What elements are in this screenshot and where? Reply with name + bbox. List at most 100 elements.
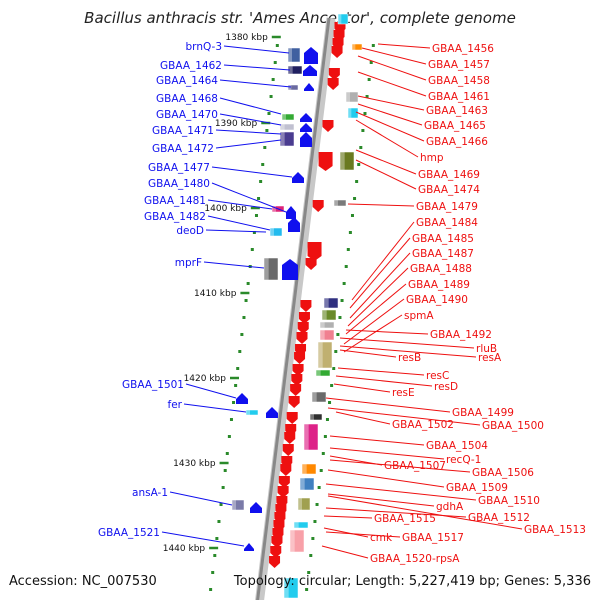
gene-leader-line <box>323 515 373 519</box>
gene-feature-shade <box>320 322 325 328</box>
gene-feature-shade <box>324 298 329 308</box>
minor-tick <box>367 78 371 81</box>
red-gene-arrow <box>278 476 290 488</box>
gene-feature-box <box>269 227 283 237</box>
red-gene-arrow <box>328 68 340 80</box>
gene-leader-line <box>347 203 415 207</box>
gene-label-gbaa-1457: GBAA_1457 <box>428 59 490 71</box>
blue-gene-arrow <box>300 113 312 122</box>
minor-tick <box>363 112 367 115</box>
minor-tick <box>357 163 361 166</box>
minor-tick <box>340 299 344 302</box>
gene-leader-line <box>207 199 273 210</box>
gene-leader-line <box>329 447 445 460</box>
minor-tick <box>244 299 248 302</box>
minor-tick <box>267 112 271 115</box>
minor-tick <box>353 197 357 200</box>
minor-tick <box>321 452 325 455</box>
minor-tick <box>211 571 215 574</box>
red-gene-arrow <box>307 242 322 261</box>
gene-label-gbaa-1490: GBAA_1490 <box>406 294 468 306</box>
minor-tick <box>257 197 261 200</box>
gene-leader-line <box>161 531 245 547</box>
minor-tick <box>261 163 265 166</box>
minor-tick <box>346 248 350 251</box>
minor-tick <box>359 146 363 149</box>
gene-leader-line <box>183 403 247 413</box>
gene-label-cmk: cmk <box>370 532 393 544</box>
minor-tick <box>319 469 323 472</box>
blue-gene-arrow <box>282 259 298 280</box>
gene-leader-line <box>219 79 292 88</box>
gene-feature-box <box>321 309 337 321</box>
gene-label-gbaa-1461: GBAA_1461 <box>428 91 490 103</box>
gene-leader-line <box>339 349 397 358</box>
accession-text: Accession: NC_007530 <box>9 574 157 589</box>
gene-leader-line <box>329 459 471 473</box>
gene-label-gbaa-1466: GBAA_1466 <box>426 136 488 148</box>
minor-tick <box>246 282 250 285</box>
gene-leader-line <box>219 97 282 115</box>
minor-tick <box>307 571 311 574</box>
gene-leader-line <box>333 383 391 393</box>
gene-feature-shade <box>338 14 342 24</box>
minor-tick <box>273 61 277 64</box>
gene-feature-box <box>279 123 295 131</box>
gene-label-gbaa-1469: GBAA_1469 <box>418 169 480 181</box>
red-gene-arrow <box>312 200 324 212</box>
blue-gene-arrow <box>266 407 278 418</box>
gene-label-gbaa-1501: GBAA_1501 <box>122 379 184 391</box>
gene-label-gbaa-1512: GBAA_1512 <box>468 512 530 524</box>
gene-leader-line <box>345 329 429 335</box>
gene-feature-box <box>303 423 319 451</box>
gene-feature-box <box>315 369 331 377</box>
red-gene-arrow <box>296 332 308 344</box>
gene-feature-shade <box>310 414 314 420</box>
gene-feature-shade <box>312 392 317 402</box>
gene-label-gbaa-1465: GBAA_1465 <box>424 120 486 132</box>
gene-label-gbaa-1521: GBAA_1521 <box>98 527 160 539</box>
gene-feature-shade <box>264 258 269 280</box>
gene-feature-shade <box>346 92 350 102</box>
minor-tick <box>338 316 342 319</box>
minor-tick <box>348 231 352 234</box>
backbone-shadow <box>255 17 336 600</box>
gene-label-resc: resC <box>426 370 449 382</box>
gene-feature-shade <box>290 530 295 552</box>
gene-leader-line <box>349 237 411 309</box>
gene-leader-line <box>345 283 407 335</box>
blue-gene-arrow <box>250 502 262 513</box>
red-gene-arrow <box>284 432 296 444</box>
gene-label-hmp: hmp <box>420 152 444 164</box>
gene-feature-box <box>309 413 323 421</box>
red-gene-arrow <box>305 258 317 270</box>
gene-leader-line <box>327 407 481 426</box>
minor-tick <box>344 265 348 268</box>
gene-leader-line <box>339 345 477 358</box>
red-gene-arrow <box>327 78 339 90</box>
gene-leader-line <box>357 55 427 81</box>
gene-leader-line <box>203 261 265 269</box>
gene-feature-box <box>333 199 347 207</box>
gene-feature-shade <box>298 498 302 510</box>
gene-label-gbaa-1456: GBAA_1456 <box>432 43 494 55</box>
gene-leader-line <box>325 397 451 413</box>
gene-feature-box <box>289 529 305 553</box>
gene-leader-line <box>207 215 271 231</box>
blue-gene-arrow <box>304 83 314 91</box>
gene-feature-shade <box>318 342 323 368</box>
gene-leader-line <box>169 491 233 506</box>
red-gene-arrow <box>292 364 304 376</box>
scale-tick-label: 1430 kbp <box>173 459 216 469</box>
gene-label-gbaa-1470: GBAA_1470 <box>156 109 218 121</box>
topology-text: Topology: circular; Length: 5,227,419 bp… <box>233 574 591 589</box>
minor-tick <box>227 435 231 438</box>
gene-feature-box <box>263 257 279 281</box>
minor-tick <box>315 503 319 506</box>
gene-leader-line <box>355 159 417 190</box>
gene-label-gbaa-1504: GBAA_1504 <box>426 440 488 452</box>
red-gene-arrow <box>269 556 281 568</box>
minor-tick <box>369 61 373 64</box>
minor-tick <box>313 520 317 523</box>
